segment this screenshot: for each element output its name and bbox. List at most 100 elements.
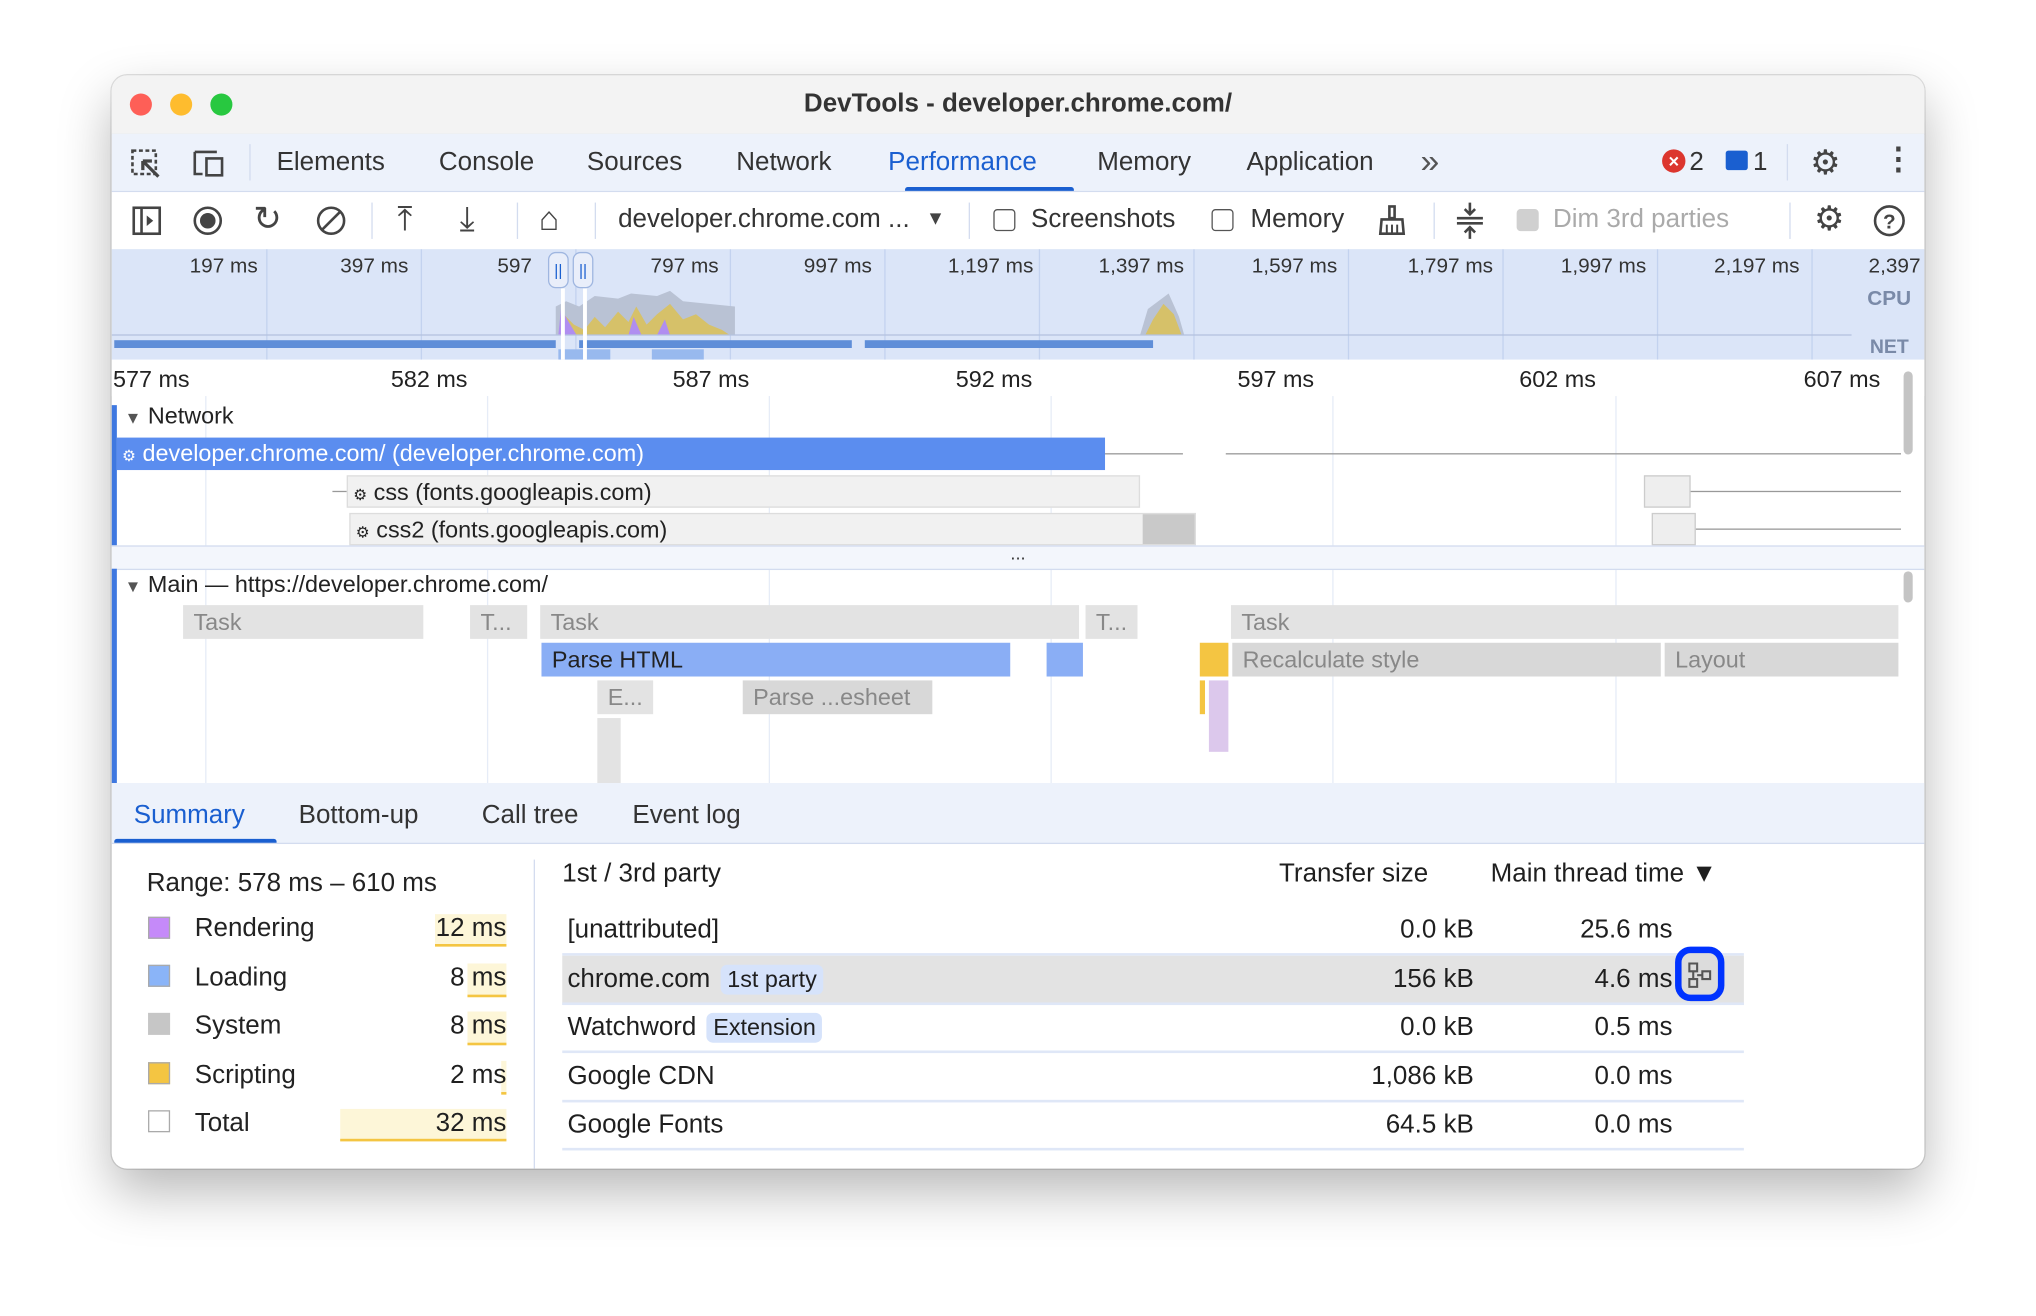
- tab-bottom-up[interactable]: Bottom-up: [298, 801, 419, 830]
- track-resize-handle[interactable]: ...: [111, 544, 1925, 571]
- tab-call-tree[interactable]: Call tree: [481, 801, 579, 830]
- task-block[interactable]: Task: [540, 605, 1080, 639]
- tab-elements[interactable]: Elements: [276, 148, 385, 177]
- memory-checkbox[interactable]: [1211, 209, 1234, 232]
- collapse-tracks-icon[interactable]: [1454, 201, 1485, 240]
- network-request-css2[interactable]: ⚙ css2 (fonts.googleapis.com): [349, 512, 1196, 546]
- evaluate-script-event[interactable]: E...: [597, 680, 654, 715]
- network-request-css[interactable]: ⚙ css (fonts.googleapis.com): [346, 475, 1141, 508]
- tab-application[interactable]: Application: [1246, 148, 1374, 177]
- zoom-window-button[interactable]: [210, 93, 233, 116]
- dim-3rd-parties-checkbox[interactable]: [1516, 209, 1539, 232]
- help-icon[interactable]: ?: [1872, 204, 1906, 238]
- tab-network[interactable]: Network: [736, 148, 832, 177]
- range-handle-right[interactable]: ||: [572, 251, 594, 289]
- tab-performance[interactable]: Performance: [888, 148, 1037, 177]
- tab-summary[interactable]: Summary: [133, 801, 245, 830]
- system-swatch: [148, 1012, 171, 1035]
- minimize-window-button[interactable]: [170, 93, 193, 116]
- party-name: Watchword Extension: [567, 1012, 823, 1043]
- column-header-transfer-size[interactable]: Transfer size: [1279, 859, 1429, 889]
- main-thread-time: 0.5 ms: [1594, 1012, 1673, 1042]
- network-scrollbar[interactable]: [1903, 371, 1913, 455]
- layout-event[interactable]: Layout: [1664, 642, 1899, 677]
- entity-highlight-button[interactable]: [1675, 946, 1725, 1002]
- overview-tick: 2,197 ms: [1714, 255, 1800, 278]
- main-track-header[interactable]: ▼ Main — https://developer.chrome.com/: [125, 571, 548, 598]
- party-name-text: Watchword: [567, 1012, 697, 1042]
- main-track-title: Main — https://developer.chrome.com/: [147, 571, 549, 598]
- devtools-window: DevTools - developer.chrome.com/ Element…: [111, 75, 1925, 1169]
- timeline-overview[interactable]: 197 ms 397 ms 597 ms 797 ms 997 ms 1,197…: [111, 249, 1925, 360]
- inspect-element-icon[interactable]: [130, 148, 164, 179]
- range-label: Range: 578 ms – 610 ms: [146, 868, 437, 898]
- task-block[interactable]: T...: [1085, 605, 1138, 639]
- tree-diagram-icon: [1688, 962, 1712, 988]
- record-icon[interactable]: [192, 205, 223, 236]
- network-request-document[interactable]: ⚙ developer.chrome.com/ (developer.chrom…: [116, 437, 1106, 471]
- table-row[interactable]: Google Fonts 64.5 kB 0.0 ms: [562, 1101, 1744, 1151]
- tab-console[interactable]: Console: [438, 148, 535, 177]
- parse-stylesheet-event[interactable]: Parse ...esheet: [742, 680, 933, 715]
- toggle-sidebar-icon[interactable]: [131, 205, 162, 236]
- network-track-header[interactable]: ▼ Network: [125, 403, 234, 430]
- main-thread-time: 4.6 ms: [1594, 964, 1673, 994]
- screenshots-label[interactable]: Screenshots: [1031, 205, 1176, 234]
- active-details-tab-indicator: [114, 838, 277, 843]
- category-label: Scripting: [194, 1060, 296, 1090]
- task-block[interactable]: T...: [470, 605, 528, 639]
- tab-memory[interactable]: Memory: [1097, 148, 1192, 177]
- device-toolbar-icon[interactable]: [191, 148, 227, 179]
- range-handle-left[interactable]: ||: [547, 251, 569, 289]
- table-row-selected[interactable]: chrome.com 1st party 156 kB 4.6 ms: [562, 946, 1744, 1006]
- timeline-ruler: 577 ms 582 ms 587 ms 592 ms 597 ms 602 m…: [111, 359, 1925, 397]
- message-count[interactable]: 1: [1752, 148, 1768, 177]
- party-name: [unattributed]: [567, 915, 720, 945]
- main-scrollbar[interactable]: [1903, 571, 1913, 603]
- recording-select[interactable]: developer.chrome.com ...: [618, 205, 910, 234]
- collapse-triangle-icon[interactable]: ▼: [124, 576, 142, 597]
- table-row[interactable]: Watchword Extension 0.0 kB 0.5 ms: [562, 1004, 1744, 1054]
- collect-garbage-icon[interactable]: [1376, 204, 1407, 238]
- home-icon[interactable]: ⌂: [538, 198, 560, 238]
- more-options-icon[interactable]: ⋮: [1882, 141, 1914, 177]
- screenshots-checkbox[interactable]: [993, 209, 1016, 232]
- reload-record-icon[interactable]: ↻: [253, 198, 282, 238]
- tab-event-log[interactable]: Event log: [632, 801, 741, 830]
- download-profile-icon[interactable]: ⤓: [459, 198, 475, 238]
- main-thread-time: 25.6 ms: [1580, 915, 1673, 945]
- dropdown-arrow-icon[interactable]: ▼: [925, 207, 946, 230]
- capture-settings-icon[interactable]: ⚙: [1814, 198, 1845, 238]
- collapse-triangle-icon[interactable]: ▼: [124, 407, 142, 428]
- clear-icon[interactable]: [316, 205, 347, 236]
- main-thread-time: 0.0 ms: [1594, 1062, 1673, 1091]
- message-icon[interactable]: [1725, 150, 1748, 171]
- category-value: 8 ms: [450, 963, 507, 993]
- party-name: Google CDN: [567, 1062, 715, 1091]
- overview-tick: 997 ms: [803, 255, 872, 278]
- category-label: Rendering: [194, 914, 315, 943]
- network-track-title: Network: [147, 402, 234, 429]
- table-row[interactable]: Google CDN 1,086 kB 0.0 ms: [562, 1053, 1744, 1103]
- total-swatch: [148, 1110, 171, 1133]
- task-block[interactable]: Task: [183, 605, 424, 639]
- column-header-main-thread-time[interactable]: Main thread time ▼: [1490, 859, 1718, 889]
- error-count[interactable]: 2: [1689, 148, 1704, 177]
- memory-label[interactable]: Memory: [1250, 205, 1345, 234]
- category-label: System: [194, 1011, 282, 1041]
- tab-sources[interactable]: Sources: [586, 148, 683, 177]
- category-value: 12 ms: [434, 914, 507, 947]
- settings-gear-icon[interactable]: ⚙: [1810, 142, 1841, 182]
- details-tab-bar: Summary Bottom-up Call tree Event log: [111, 782, 1925, 845]
- close-window-button[interactable]: [129, 93, 152, 116]
- table-row[interactable]: [unattributed] 0.0 kB 25.6 ms: [562, 906, 1744, 956]
- parse-html-event[interactable]: Parse HTML: [541, 642, 1011, 677]
- upload-profile-icon[interactable]: ⤒: [397, 198, 413, 238]
- task-block[interactable]: Task: [1230, 605, 1899, 639]
- network-request-label: css (fonts.googleapis.com): [373, 479, 652, 506]
- error-icon[interactable]: ×: [1662, 149, 1686, 173]
- recalculate-style-event[interactable]: Recalculate style: [1232, 642, 1661, 677]
- scripting-event[interactable]: [1199, 642, 1229, 677]
- party-name: chrome.com 1st party: [567, 964, 824, 995]
- more-tabs-icon[interactable]: »: [1420, 141, 1440, 181]
